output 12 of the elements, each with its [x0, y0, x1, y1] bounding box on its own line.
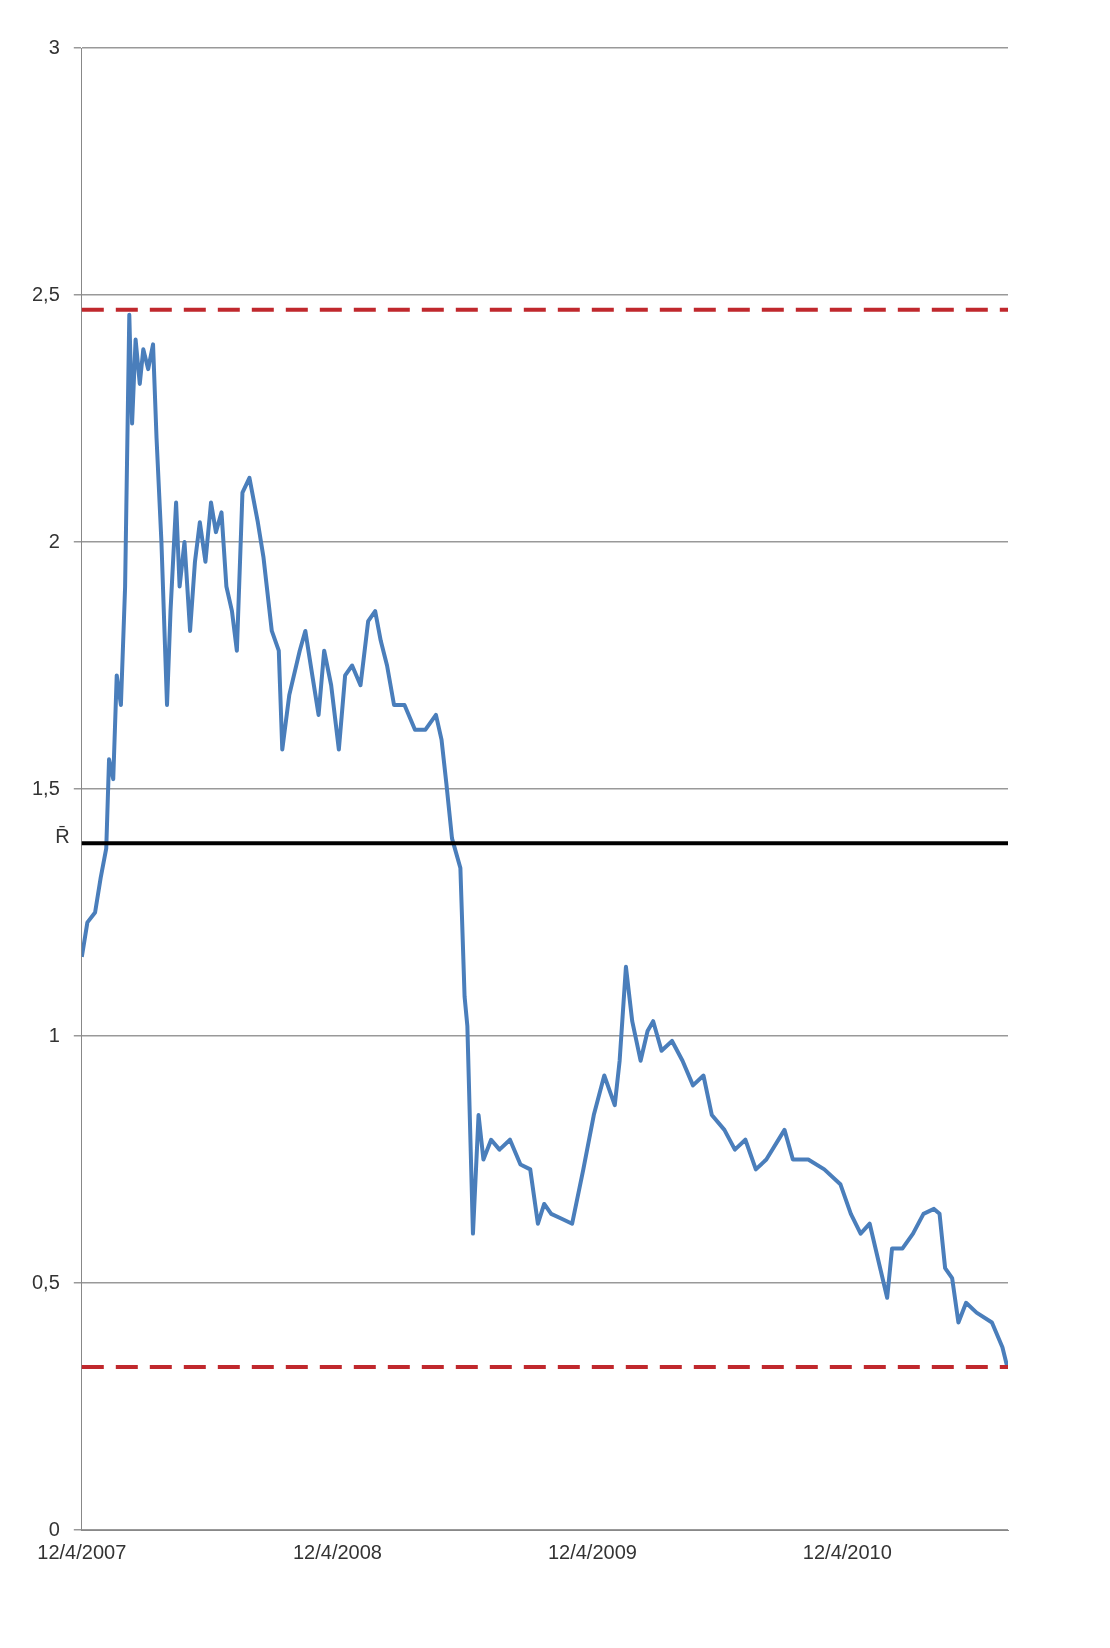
y-tick-label: 2,5 — [31, 282, 60, 305]
x-tick-label: 12/4/2008 — [292, 1540, 382, 1563]
y-tick-label: 0 — [48, 1517, 60, 1540]
y-tick-label: 2 — [48, 529, 60, 552]
y-tick-label: 1 — [48, 1023, 60, 1046]
x-tick-label: 12/4/2007 — [37, 1540, 127, 1563]
y-tick-label: 0,5 — [31, 1270, 60, 1293]
y-tick-label: 3 — [48, 35, 60, 58]
ref-line-label: R̄ — [55, 824, 70, 847]
x-tick-label: 12/4/2010 — [802, 1540, 892, 1563]
y-tick-label: 1,5 — [31, 776, 60, 799]
x-tick-label: 12/4/2009 — [547, 1540, 637, 1563]
